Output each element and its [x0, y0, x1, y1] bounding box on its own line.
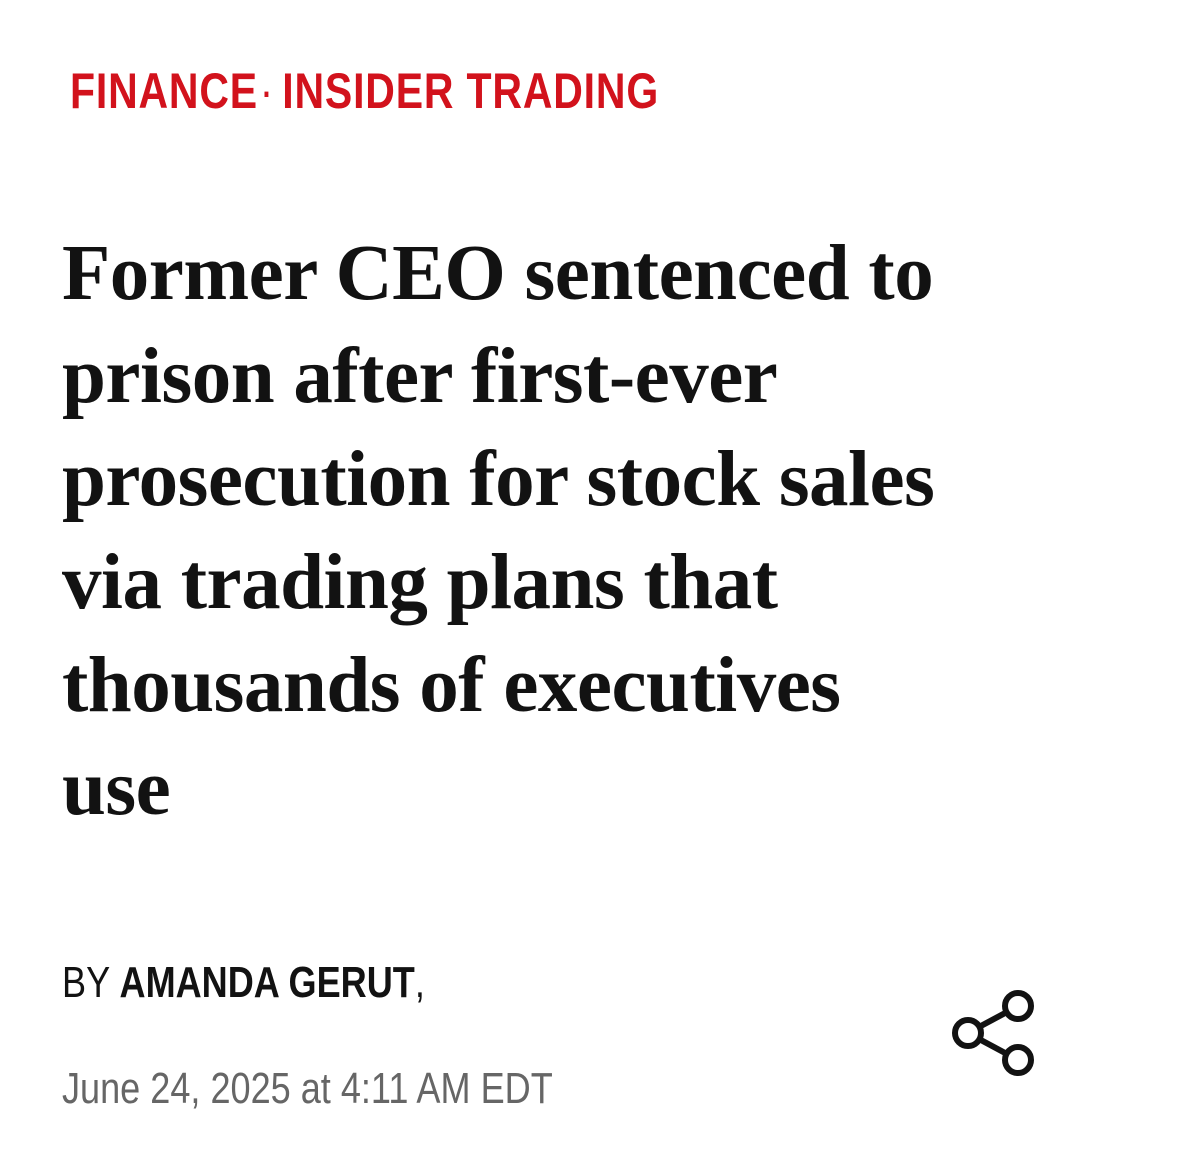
byline: BY AMANDA GERUT, [62, 958, 505, 1008]
headline-line: Former CEO sentenced to [62, 230, 934, 317]
separator: · [259, 63, 275, 119]
headline-line: prison after first-ever [62, 333, 778, 420]
date-text: June 24, 2025 at 4:11 AM EDT [62, 1064, 553, 1113]
headline: Former CEO sentenced to prison after firs… [62, 222, 935, 840]
section-link[interactable]: FINANCE [70, 63, 258, 119]
topic-link[interactable]: INSIDER TRADING [282, 63, 660, 119]
byline-suffix: , [414, 958, 425, 1007]
headline-line: via trading plans that [62, 539, 778, 626]
byline-prefix: BY [62, 958, 110, 1007]
headline-line: prosecution for stock sales [62, 436, 935, 523]
headline-line: use [62, 745, 171, 832]
publish-date: June 24, 2025 at 4:11 AM EDT [62, 1064, 660, 1114]
share-button[interactable] [948, 988, 1038, 1078]
headline-line: thousands of executives [62, 642, 841, 729]
breadcrumb: FINANCE· INSIDER TRADING [70, 62, 788, 120]
author-link[interactable]: AMANDA GERUT [119, 958, 415, 1007]
